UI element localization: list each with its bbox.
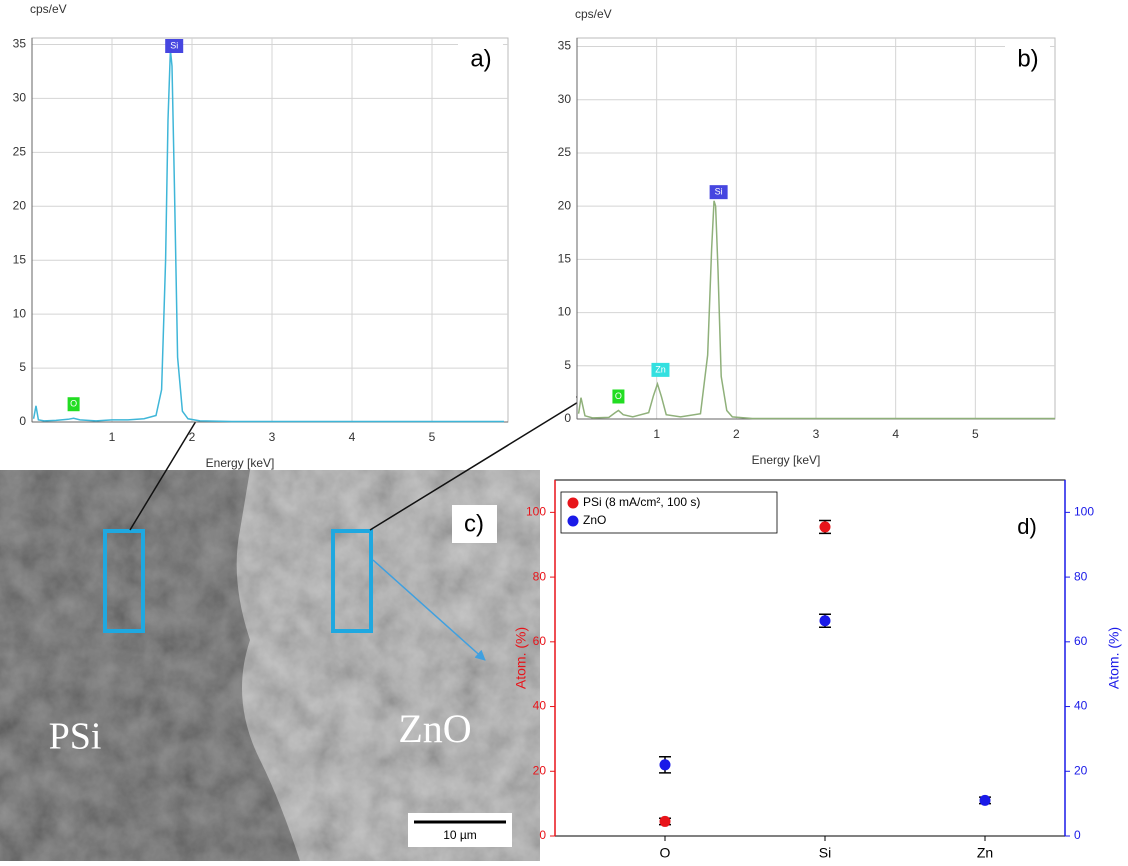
peak-label: O (70, 399, 77, 409)
data-point (980, 795, 991, 806)
peak-label: O (615, 391, 622, 401)
data-point (660, 816, 671, 827)
y-tick-label: 0 (539, 828, 546, 842)
plot-area (555, 480, 1065, 836)
y-tick-label: 80 (533, 569, 547, 583)
data-point (820, 615, 831, 626)
y2-tick-label: 20 (1074, 763, 1088, 777)
y-tick-label: 35 (558, 39, 572, 53)
x-tick-label: 4 (892, 427, 899, 441)
panel-label: b) (1017, 45, 1038, 72)
y-tick-label: 5 (19, 360, 26, 374)
data-point (660, 759, 671, 770)
x-tick-label: Zn (977, 845, 993, 861)
legend-marker (568, 516, 579, 527)
x-tick-label: 5 (429, 430, 436, 444)
y2-tick-label: 0 (1074, 828, 1081, 842)
x-tick-label: 4 (349, 430, 356, 444)
y2-tick-label: 80 (1074, 569, 1088, 583)
panel-label: a) (470, 45, 491, 72)
y-tick-label: 30 (13, 91, 27, 105)
x-tick-label: Si (819, 845, 831, 861)
y-axis-title: cps/eV (30, 2, 67, 16)
figure: c) PSi ZnO 10 µm 0510152025303512345OSic… (0, 0, 1128, 861)
y-tick-label: 25 (13, 145, 27, 159)
x-tick-label: 5 (972, 427, 979, 441)
plot-area (32, 38, 508, 422)
x-tick-label: 3 (269, 430, 276, 444)
panel-label: c) (464, 510, 484, 537)
peak-label: Si (715, 187, 723, 197)
y-tick-label: 25 (558, 145, 572, 159)
y-tick-label: 10 (558, 305, 572, 319)
y-tick-label: 20 (533, 763, 547, 777)
y-tick-label: 100 (526, 505, 546, 519)
y-tick-label: 35 (13, 37, 27, 51)
legend-label: ZnO (583, 513, 606, 527)
y-tick-label: 40 (533, 699, 547, 713)
x-tick-label: O (660, 845, 671, 861)
sem-image: c) PSi ZnO 10 µm (0, 470, 540, 861)
y2-tick-label: 40 (1074, 699, 1088, 713)
y-tick-label: 15 (558, 252, 572, 266)
x-tick-label: 1 (109, 430, 116, 444)
data-point (820, 521, 831, 532)
y2-tick-label: 60 (1074, 634, 1088, 648)
region-label: PSi (49, 716, 102, 758)
y-tick-label: 20 (558, 198, 572, 212)
x-tick-label: 3 (813, 427, 820, 441)
x-tick-label: 2 (733, 427, 740, 441)
y-tick-label: 0 (19, 414, 26, 428)
y-tick-label: 60 (533, 634, 547, 648)
x-tick-label: 1 (653, 427, 660, 441)
y-tick-label: 30 (558, 92, 572, 106)
panel-label: d) (1017, 514, 1037, 539)
peak-label: Si (170, 40, 178, 50)
x-axis-title: Energy [keV] (752, 453, 821, 467)
y-axis-title: cps/eV (575, 7, 612, 21)
scale-bar-label: 10 µm (443, 828, 477, 842)
legend-label: PSi (8 mA/cm², 100 s) (583, 495, 700, 509)
region-label: ZnO (398, 706, 471, 751)
y-axis-title: Atom. (%) (513, 627, 529, 689)
legend-marker (568, 498, 579, 509)
y-tick-label: 5 (564, 358, 571, 372)
y-tick-label: 0 (564, 411, 571, 425)
x-tick-label: 2 (189, 430, 196, 444)
x-axis-title: Energy [keV] (206, 456, 275, 470)
y2-axis-title: Atom. (%) (1106, 627, 1122, 689)
y2-tick-label: 100 (1074, 505, 1094, 519)
y-tick-label: 20 (13, 198, 27, 212)
y-tick-label: 15 (13, 252, 27, 266)
y-tick-label: 10 (13, 306, 27, 320)
peak-label: Zn (655, 364, 666, 374)
